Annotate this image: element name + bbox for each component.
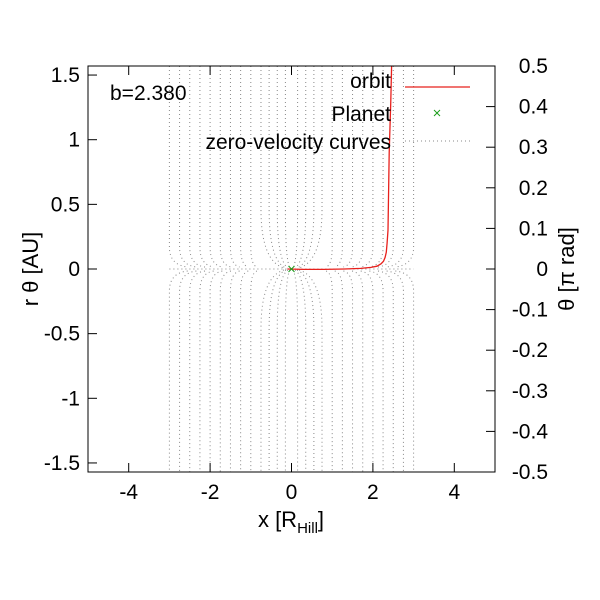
y-axis-label: r θ [AU] (18, 232, 43, 307)
legend-label-orbit: orbit (350, 70, 391, 93)
zero-velocity-curve-17 (395, 66, 415, 472)
y2-tick-label-3: -0.2 (512, 339, 548, 362)
legend-item-planet: Planet (331, 103, 441, 126)
legend-label-zvc: zero-velocity curves (205, 131, 391, 154)
legend: orbit Planet zero-velocity curves (205, 70, 470, 154)
x-tick-label-4: 4 (448, 481, 460, 504)
y-tick-label-5: 1 (68, 129, 80, 152)
zero-velocity-curve-5 (219, 66, 232, 472)
legend-swatch-planet (433, 109, 441, 117)
x-tick-label-2: 0 (286, 481, 298, 504)
y2-tick-label-1: -0.4 (512, 420, 549, 443)
orbit-line (287, 66, 393, 271)
x-tick-labels: -4 -2 0 2 4 (119, 481, 460, 504)
y2-tick-label-5: 0 (536, 258, 548, 281)
y-tick-label-2: -0.5 (44, 323, 80, 346)
x-axis-label: x [RHill] (258, 507, 324, 537)
annotation-b: b=2.380 (110, 82, 187, 105)
y2-tick-label-9: 0.4 (519, 96, 549, 119)
y2-tick-label-4: -0.1 (512, 299, 548, 322)
y2-tick-labels: -0.5 -0.4 -0.3 -0.2 -0.1 0 0.1 0.2 0.3 0.4 0.5 (512, 55, 549, 484)
orbit-layer (287, 66, 393, 271)
y-tick-labels: -1.5 -1 -0.5 0 0.5 1 1.5 (44, 64, 80, 475)
zero-velocity-curve-12 (351, 66, 364, 472)
legend-label-planet: Planet (331, 103, 391, 126)
zero-velocity-inner-curve-5 (294, 66, 307, 472)
y2-tick-label-7: 0.2 (519, 177, 548, 200)
y2-tick-label-6: 0.1 (519, 217, 548, 240)
zero-velocity-inner-curve-2 (276, 66, 289, 472)
y2-tick-label-10: 0.5 (519, 55, 548, 78)
x-tick-label-1: -2 (201, 481, 220, 504)
zero-velocity-curve-4 (209, 66, 223, 472)
zero-velocity-inner-curve-1 (268, 66, 287, 472)
y-tick-label-3: 0 (68, 258, 80, 281)
y2-axis-label: θ [π rad] (554, 227, 579, 311)
zero-velocity-inner-curve-0 (260, 66, 285, 472)
y-tick-label-0: -1.5 (44, 452, 80, 475)
planet-layer (288, 265, 295, 273)
y2-tick-label-2: -0.3 (512, 380, 548, 403)
planet-marker (288, 265, 295, 273)
y-tick-label-1: -1 (61, 387, 80, 410)
zero-velocity-curve-13 (360, 66, 374, 472)
legend-item-orbit: orbit (350, 70, 470, 93)
x-tick-label-3: 2 (367, 481, 379, 504)
y-tick-label-6: 1.5 (51, 64, 80, 87)
zero-velocity-inner-curve-7 (298, 66, 323, 472)
y2-tick-label-0: -0.5 (512, 461, 548, 484)
zero-velocity-inner-curve-6 (296, 66, 315, 472)
ticks-layer (88, 65, 495, 473)
x-tick-label-0: -4 (119, 481, 138, 504)
y-tick-label-4: 0.5 (51, 193, 80, 216)
zero-velocity-curve-0 (168, 66, 188, 472)
legend-item-zvc: zero-velocity curves (205, 131, 470, 154)
y2-tick-label-8: 0.3 (519, 136, 548, 159)
